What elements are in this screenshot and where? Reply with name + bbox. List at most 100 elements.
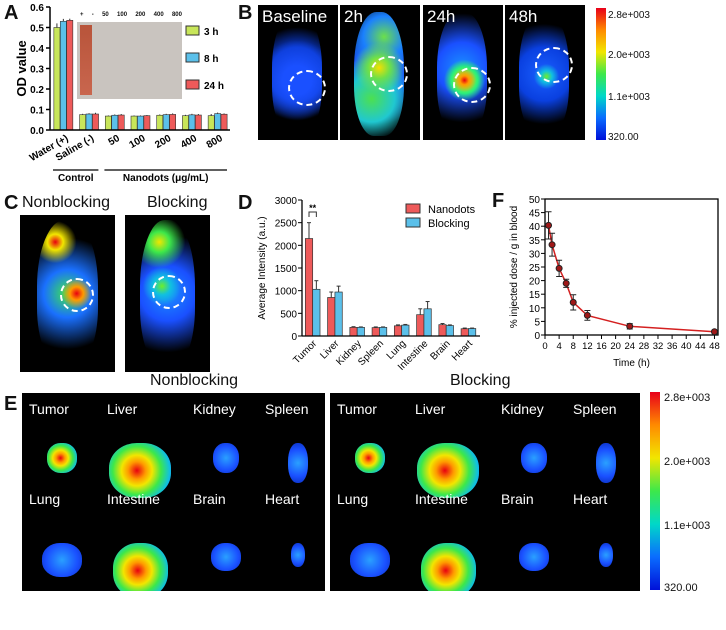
- y-tick-label: 0.3: [30, 65, 44, 76]
- panel-label-e: E: [4, 393, 18, 415]
- bar-nanodots: [371, 327, 380, 337]
- organ-lung-signal: [42, 543, 82, 577]
- tumor-circle: [453, 67, 492, 104]
- bar-nanodots: [393, 325, 403, 337]
- legend-swatch: [185, 52, 200, 63]
- y-tick-label: 1500: [275, 264, 298, 275]
- bar-3h: [53, 27, 61, 131]
- y-tick-label: 20: [529, 277, 541, 288]
- x-tick-label: 800: [205, 133, 225, 151]
- bar-blocking: [334, 291, 343, 337]
- y-axis-label: Average Intensity (a.u.): [257, 216, 268, 319]
- y-tick-label: 0: [291, 332, 297, 343]
- organ-label: Brain: [501, 491, 534, 507]
- x-tick-label: Brain: [428, 338, 452, 362]
- x-tick-label: 50: [107, 133, 123, 148]
- organ-tumor-signal: [355, 443, 385, 473]
- legend-label: 3 h: [204, 27, 218, 38]
- legend-swatch: [405, 203, 421, 214]
- organ-intestine-signal: [420, 543, 476, 591]
- x-tick-label: 12: [582, 341, 593, 352]
- colorbar-e-3: 1.1e+003: [664, 520, 711, 532]
- y-tick-label: 45: [529, 209, 541, 220]
- organ-label: Tumor: [337, 401, 377, 417]
- x-tick-label: Spleen: [356, 338, 386, 368]
- bar-8h: [59, 21, 67, 131]
- organ-label: Kidney: [501, 401, 544, 417]
- ex-vivo-organs-nonblocking: Tumor Liver Kidney Spleen Lung Intestine Brain…: [22, 393, 325, 591]
- panel-label-c: C: [4, 192, 19, 214]
- bar-24h: [194, 114, 202, 131]
- organ-label: Spleen: [265, 401, 309, 417]
- organ-label: Heart: [265, 491, 300, 507]
- bar-3h: [130, 115, 138, 131]
- y-tick-label: 25: [529, 263, 541, 274]
- x-tick-label: 400: [179, 133, 199, 151]
- legend-swatch: [405, 217, 421, 228]
- bar-blocking: [401, 324, 410, 337]
- y-tick-label: 0.6: [30, 3, 44, 14]
- x-tick-label: 4: [556, 341, 561, 352]
- panel-label-a: A: [4, 2, 19, 24]
- organ-label: Heart: [573, 491, 608, 507]
- inset-label: 200: [135, 12, 146, 18]
- panel-label-b: B: [238, 2, 253, 24]
- bar-blocking: [312, 288, 321, 337]
- bar-3h: [104, 115, 112, 131]
- x-tick-label: 200: [153, 133, 173, 151]
- inset-label: 50: [102, 12, 109, 18]
- y-tick-label: 0.0: [30, 126, 44, 137]
- organ-heart-signal: [291, 543, 305, 567]
- x-tick-label: 24: [624, 341, 635, 352]
- x-tick-label: Heart: [450, 338, 475, 363]
- y-tick-label: 10: [529, 304, 541, 315]
- group-label: Control: [58, 173, 94, 184]
- y-tick-label: 3000: [275, 196, 298, 207]
- panel-label-d: D: [238, 192, 253, 214]
- colorbar-b-2: 2.0e+003: [608, 50, 650, 61]
- colorbar-b-max: 2.8e+003: [608, 10, 650, 21]
- bar-8h: [214, 113, 221, 131]
- y-tick-label: 5: [534, 317, 540, 328]
- bar-blocking: [423, 308, 432, 337]
- tumor-circle: [535, 46, 574, 83]
- bar-blocking: [379, 327, 388, 337]
- bar-nanodots: [304, 238, 314, 337]
- bar-nanodots: [349, 327, 358, 337]
- bar-blocking: [356, 327, 365, 337]
- y-tick-label: 0.4: [30, 44, 44, 55]
- inset-label: 400: [153, 12, 164, 18]
- organ-label: Tumor: [29, 401, 69, 417]
- y-axis-label: OD value: [14, 40, 29, 96]
- legend-swatch: [185, 25, 200, 36]
- significance-bracket: [308, 211, 317, 217]
- organ-label: Kidney: [193, 401, 236, 417]
- x-tick-label: 28: [639, 341, 650, 352]
- bar-24h: [117, 114, 125, 131]
- y-tick-label: 500: [280, 309, 297, 320]
- y-tick-label: 2000: [275, 241, 298, 252]
- bar-24h: [220, 113, 228, 131]
- series-line: [547, 225, 715, 333]
- mouse-image-c-1: [125, 215, 210, 372]
- bar-nanodots: [416, 314, 425, 337]
- y-axis-label: % injected dose / g in blood: [509, 206, 520, 328]
- mouse-image-0: Baseline: [258, 5, 338, 140]
- bar-3h: [207, 115, 215, 131]
- data-point: [710, 328, 718, 336]
- e-title-nonblocking: Nonblocking: [150, 372, 239, 389]
- x-axis-label: Time (h): [613, 358, 650, 369]
- colorbar-e-max: 2.8e+003: [664, 392, 711, 404]
- bar-8h: [162, 114, 170, 131]
- data-point: [569, 298, 577, 306]
- x-tick-label: 8: [571, 341, 576, 352]
- time-label: Baseline: [262, 7, 328, 26]
- organ-label: Liver: [415, 401, 446, 417]
- mouse-image-2: 24h: [423, 5, 503, 140]
- organ-kidney-signal: [213, 443, 239, 473]
- y-tick-label: 2500: [275, 219, 298, 230]
- x-tick-label: 16: [596, 341, 607, 352]
- organ-spleen-signal: [596, 443, 616, 483]
- colorbar-b-min: 320.00: [608, 132, 639, 143]
- time-label: 2h: [344, 7, 363, 26]
